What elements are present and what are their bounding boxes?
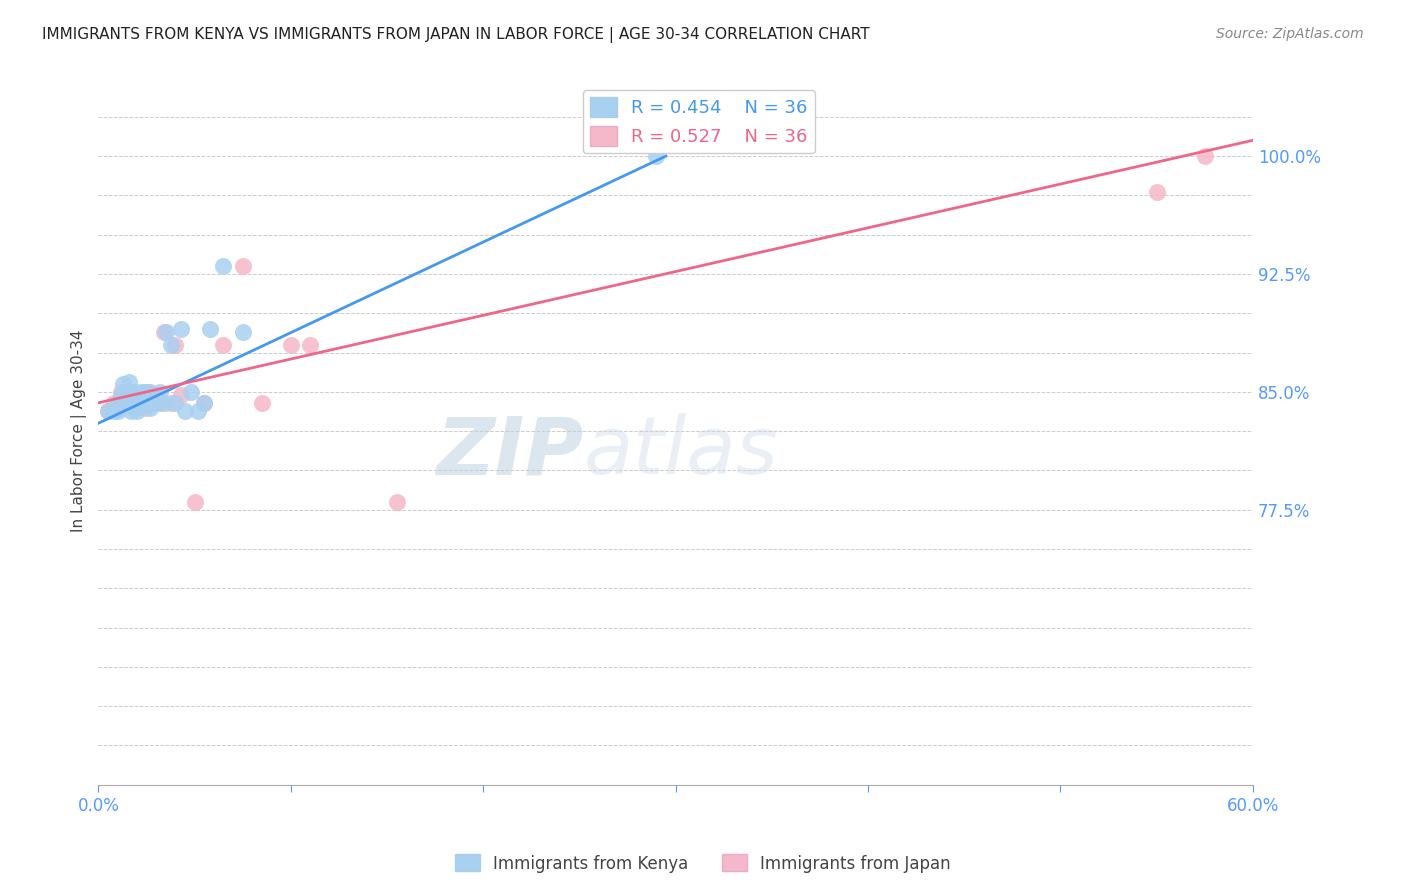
Point bbox=[385, 495, 408, 509]
Point bbox=[112, 376, 135, 391]
Point bbox=[107, 396, 129, 410]
Point bbox=[165, 337, 187, 351]
Point bbox=[183, 495, 205, 509]
Point bbox=[193, 396, 215, 410]
Point bbox=[138, 396, 160, 410]
Point bbox=[122, 401, 145, 415]
Point bbox=[149, 384, 172, 399]
Point bbox=[107, 401, 129, 415]
Point bbox=[250, 396, 273, 410]
Point bbox=[97, 403, 120, 417]
Point bbox=[118, 376, 141, 390]
Point bbox=[160, 396, 183, 410]
Point bbox=[145, 396, 167, 410]
Point bbox=[108, 392, 131, 407]
Point bbox=[145, 388, 167, 402]
Point bbox=[298, 337, 321, 351]
Point bbox=[198, 322, 221, 336]
Point bbox=[118, 396, 141, 410]
Point bbox=[139, 384, 162, 399]
Point bbox=[174, 403, 197, 417]
Point bbox=[155, 325, 177, 339]
Point bbox=[129, 384, 152, 399]
Point bbox=[122, 396, 145, 410]
Point bbox=[149, 396, 172, 410]
Point bbox=[180, 384, 202, 399]
Point bbox=[120, 384, 142, 399]
Point bbox=[131, 396, 153, 410]
Point bbox=[170, 388, 193, 402]
Point bbox=[115, 388, 138, 402]
Point bbox=[187, 403, 209, 417]
Text: atlas: atlas bbox=[583, 413, 778, 491]
Point bbox=[124, 396, 146, 410]
Text: ZIP: ZIP bbox=[436, 413, 583, 491]
Point bbox=[280, 337, 302, 351]
Point bbox=[115, 396, 138, 410]
Point bbox=[128, 396, 150, 410]
Text: IMMIGRANTS FROM KENYA VS IMMIGRANTS FROM JAPAN IN LABOR FORCE | AGE 30-34 CORREL: IMMIGRANTS FROM KENYA VS IMMIGRANTS FROM… bbox=[42, 27, 870, 43]
Point bbox=[134, 384, 156, 399]
Point bbox=[125, 401, 148, 415]
Point bbox=[135, 396, 157, 410]
Point bbox=[103, 396, 125, 410]
Point bbox=[103, 403, 125, 417]
Point bbox=[124, 384, 146, 399]
Point bbox=[141, 396, 163, 410]
Point bbox=[160, 337, 183, 351]
Point bbox=[110, 388, 132, 402]
Point bbox=[212, 259, 235, 273]
Point bbox=[193, 396, 215, 410]
Point bbox=[107, 403, 129, 417]
Point bbox=[212, 337, 235, 351]
Point bbox=[1146, 185, 1168, 199]
Point bbox=[112, 396, 135, 410]
Point bbox=[152, 325, 174, 339]
Point bbox=[128, 396, 150, 410]
Point bbox=[118, 384, 141, 399]
Point bbox=[165, 396, 187, 410]
Point bbox=[120, 403, 142, 417]
Point bbox=[134, 401, 156, 415]
Y-axis label: In Labor Force | Age 30-34: In Labor Force | Age 30-34 bbox=[72, 330, 87, 533]
Point bbox=[97, 403, 120, 417]
Point bbox=[645, 149, 668, 163]
Point bbox=[141, 396, 163, 410]
Legend: R = 0.454    N = 36, R = 0.527    N = 36: R = 0.454 N = 36, R = 0.527 N = 36 bbox=[582, 90, 815, 153]
Point bbox=[131, 396, 153, 410]
Point bbox=[125, 403, 148, 417]
Point bbox=[138, 384, 160, 399]
Text: Source: ZipAtlas.com: Source: ZipAtlas.com bbox=[1216, 27, 1364, 41]
Point bbox=[232, 325, 254, 339]
Point bbox=[129, 388, 152, 402]
Point bbox=[232, 259, 254, 273]
Point bbox=[135, 384, 157, 399]
Point bbox=[1194, 149, 1216, 163]
Point bbox=[110, 384, 132, 399]
Legend: Immigrants from Kenya, Immigrants from Japan: Immigrants from Kenya, Immigrants from J… bbox=[449, 847, 957, 880]
Point bbox=[152, 396, 174, 410]
Point bbox=[170, 322, 193, 336]
Point bbox=[139, 401, 162, 415]
